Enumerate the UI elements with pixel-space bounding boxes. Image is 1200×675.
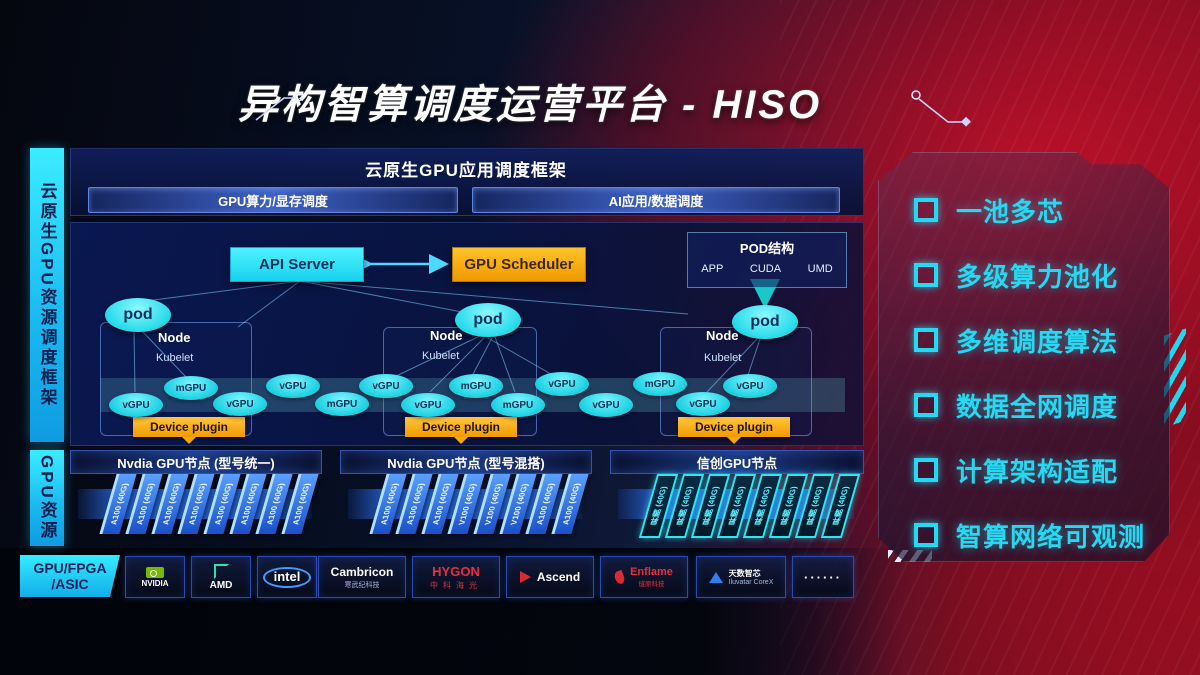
gpu-ellipse: mGPU <box>633 372 687 396</box>
gpu-group-header: Nvdia GPU节点 (型号统一) <box>70 450 322 474</box>
gpu-ellipse: vGPU <box>359 374 413 398</box>
feature-item: 多级算力池化 <box>914 256 1170 294</box>
feature-bullet-icon <box>914 328 938 352</box>
device-plugin-box: Device plugin <box>678 417 790 444</box>
ascend-logo-row: Ascend <box>519 570 581 584</box>
feature-panel: 一池多芯多级算力池化 多维调度算法 数据全网调度 计算架构适配 智算网络可观测 <box>878 152 1170 562</box>
gpu-ellipse: vGPU <box>579 393 633 417</box>
pod-item-cuda: CUDA <box>749 263 782 275</box>
feature-item: 数据全网调度 <box>914 386 1170 424</box>
iluvatar-text-col: 天数智芯 Iluvatar CoreX <box>729 568 774 586</box>
vendor-box-hygon: HYGON 中科海光 <box>412 556 500 598</box>
framework-bar-gpu-compute: GPU算力/显存调度 <box>88 187 458 213</box>
vendor-label: HYGON <box>432 563 480 579</box>
pod-ellipse: pod <box>455 303 521 337</box>
feature-bullet-icon <box>914 393 938 417</box>
ascend-logo-icon <box>519 571 531 583</box>
feature-item: 多维调度算法 <box>914 321 1170 359</box>
vendor-box-amd: AMD <box>191 556 251 598</box>
vendor-box-intel: intel <box>257 556 317 598</box>
iluvatar-logo-icon <box>708 571 723 583</box>
framework-title: 云原生GPU应用调度框架 <box>365 161 567 180</box>
feature-label: 数据全网调度 <box>956 391 1119 422</box>
gpu-ellipse: vGPU <box>401 393 455 417</box>
vendor-box-nvidia: NVIDIA <box>125 556 185 598</box>
gpu-ellipse: mGPU <box>315 392 369 416</box>
vendor-box-enflame: Enflame 燧原科技 <box>600 556 688 598</box>
vendor-label: ······ <box>804 569 842 585</box>
gpu-scheduler-box: GPU Scheduler <box>452 247 586 282</box>
vendor-label: Iluvatar CoreX <box>728 579 774 586</box>
device-plugin-box: Device plugin <box>133 417 245 444</box>
vendor-box-dots: ······ <box>792 556 854 598</box>
vendor-label: NVIDIA <box>141 578 169 588</box>
pod-structure-items: APP CUDA UMD <box>688 263 846 275</box>
feature-item: 智算网络可观测 <box>914 516 1170 554</box>
gpu-ellipse: vGPU <box>213 392 267 416</box>
feature-bullet-icon <box>914 263 938 287</box>
rail-gpu-resources: GPU资源 <box>30 450 64 546</box>
kubelet-label: Kubelet <box>156 352 194 364</box>
pod-ellipse: pod <box>105 298 171 332</box>
vendor-label: Ascend <box>536 570 581 584</box>
gpu-ellipse: mGPU <box>449 374 503 398</box>
page-title: 异构智算调度运营平台 - HISO <box>237 83 823 127</box>
rail-gpu-fpga-line2: /ASIC <box>51 576 89 592</box>
feature-label: 智算网络可观测 <box>956 521 1146 552</box>
vendor-label: 天数智芯 <box>728 569 761 578</box>
feature-list: 一池多芯多级算力池化 多维调度算法 数据全网调度 计算架构适配 智算网络可观测 <box>914 191 1170 554</box>
vendor-box-ascend: Ascend <box>506 556 594 598</box>
kubelet-label: Kubelet <box>704 352 742 364</box>
gpu-ellipse: vGPU <box>535 372 589 396</box>
nvidia-logo-icon <box>146 566 164 578</box>
gpu-group-header: 信创GPU节点 <box>610 450 864 474</box>
vendor-label: Enflame <box>630 566 673 578</box>
feature-bullet-icon <box>914 458 938 482</box>
pod-structure-box: POD结构 APP CUDA UMD <box>687 232 847 288</box>
feature-bullet-icon <box>914 523 938 547</box>
gpu-ellipse: mGPU <box>164 376 218 400</box>
framework-bar-ai-data: AI应用/数据调度 <box>472 187 840 213</box>
kubelet-label: Kubelet <box>422 350 460 362</box>
feature-label: 多级算力池化 <box>956 261 1119 292</box>
api-server-box: API Server <box>230 247 364 282</box>
enflame-logo-icon <box>613 569 627 585</box>
rail-gpu-fpga-asic: GPU/FPGA /ASIC <box>20 555 120 597</box>
feature-label: 一池多芯 <box>956 196 1065 227</box>
gpu-ellipse: vGPU <box>109 393 163 417</box>
enflame-logo-row: Enflame 燧原科技 <box>613 566 673 588</box>
pod-item-app: APP <box>701 263 724 275</box>
node-label: Node <box>430 328 463 343</box>
gpu-ellipse: vGPU <box>676 392 730 416</box>
vendor-label: 中科海光 <box>430 580 482 590</box>
enflame-text-col: Enflame 燧原科技 <box>630 566 673 588</box>
vendor-label: AMD <box>209 579 233 591</box>
pod-item-umd: UMD <box>807 263 833 275</box>
gpu-ellipse: vGPU <box>266 374 320 398</box>
feature-label: 计算架构适配 <box>956 456 1119 487</box>
pod-ellipse: pod <box>732 305 798 339</box>
gpu-ellipse: mGPU <box>491 393 545 417</box>
gpu-ellipse: vGPU <box>723 374 777 398</box>
device-plugin-box: Device plugin <box>405 417 517 444</box>
vendor-label: 燧原科技 <box>638 581 665 588</box>
pod-structure-title: POD结构 <box>739 241 795 256</box>
vendor-label: 寒武纪科技 <box>344 581 380 589</box>
rail-gpu-fpga-line1: GPU/FPGA <box>33 559 107 576</box>
gpu-group-header: Nvdia GPU节点 (型号混搭) <box>340 450 592 474</box>
rail-cloud-native-framework: 云原生GPU资源调度框架 <box>30 148 64 442</box>
vendor-label: Cambricon <box>330 564 394 579</box>
node-label: Node <box>706 328 739 343</box>
feature-bullet-icon <box>914 198 938 222</box>
amd-logo-icon <box>213 563 229 579</box>
intel-logo: intel <box>262 566 312 588</box>
feature-item: 计算架构适配 <box>914 451 1170 489</box>
feature-item: 一池多芯 <box>914 191 1170 229</box>
vendor-box-iluvatar: 天数智芯 Iluvatar CoreX <box>696 556 786 598</box>
feature-label: 多维调度算法 <box>956 326 1119 357</box>
iluvatar-logo-row: 天数智芯 Iluvatar CoreX <box>708 568 774 586</box>
node-label: Node <box>158 330 191 345</box>
vendor-box-cambricon: Cambricon 寒武纪科技 <box>318 556 406 598</box>
